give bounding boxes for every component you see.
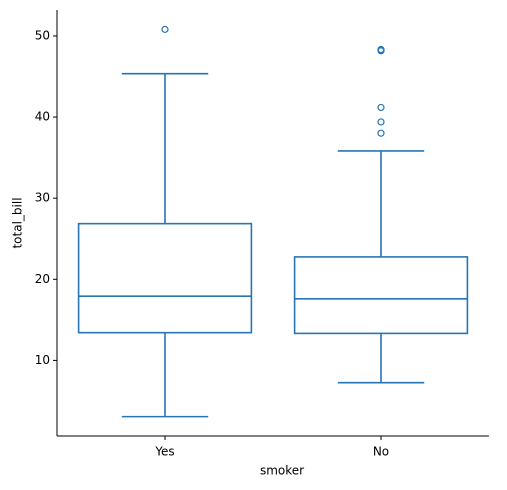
outlier bbox=[377, 118, 385, 126]
y-tick-label: 50 bbox=[35, 28, 50, 42]
outlier bbox=[377, 103, 385, 112]
outlier bbox=[377, 45, 385, 54]
x-tick-label: No bbox=[373, 445, 389, 459]
outlier bbox=[377, 129, 385, 137]
box bbox=[293, 256, 469, 335]
y-tick-label: 10 bbox=[35, 353, 50, 367]
outlier bbox=[161, 25, 169, 33]
x-axis-label: smoker bbox=[260, 464, 304, 478]
x-tick-label: Yes bbox=[154, 445, 174, 459]
box bbox=[77, 222, 253, 334]
y-axis-label: total_bill bbox=[11, 197, 25, 248]
y-tick-label: 40 bbox=[35, 110, 50, 124]
y-tick-label: 30 bbox=[35, 191, 50, 205]
y-tick-label: 20 bbox=[35, 272, 50, 286]
